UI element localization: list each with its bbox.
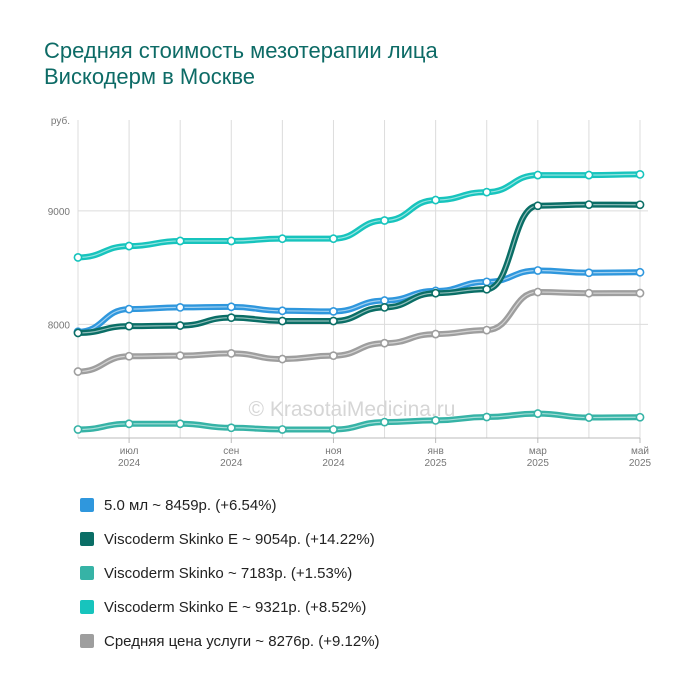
series-point xyxy=(124,321,134,331)
series-point xyxy=(635,288,645,298)
x-tick-label-year: 2025 xyxy=(629,458,652,469)
legend-item[interactable]: Средняя цена услуги ~ 8276р. (+9.12%) xyxy=(80,624,380,658)
series-point xyxy=(329,306,338,316)
series-point xyxy=(431,195,441,205)
series-line-highlight xyxy=(77,412,641,431)
series-point xyxy=(124,241,134,251)
series-point xyxy=(226,423,236,433)
series-point xyxy=(482,187,492,197)
y-tick-label: 9000 xyxy=(48,207,71,218)
x-tick-label-month: май xyxy=(631,446,649,457)
series-point xyxy=(533,287,543,297)
series-line xyxy=(75,267,643,335)
series-point xyxy=(124,419,134,429)
chart-legend: 5.0 мл ~ 8459р. (+6.54%) Viscoderm Skink… xyxy=(80,488,380,658)
series-point xyxy=(277,316,287,326)
series-point xyxy=(584,268,594,278)
series-point xyxy=(584,413,594,422)
y-unit-label: руб. xyxy=(51,115,70,127)
series-point xyxy=(635,267,645,277)
series-line-highlight xyxy=(77,269,641,333)
series-point xyxy=(380,302,389,312)
series-point xyxy=(73,425,83,434)
series-point xyxy=(380,417,389,427)
series-point xyxy=(175,351,185,361)
series-point xyxy=(482,412,492,422)
chart-title: Средняя стоимость мезотерапии лица Виско… xyxy=(44,38,664,90)
series-point xyxy=(226,348,236,358)
line-chart: 80009000руб.июл2024сен2024ноя2024янв2025… xyxy=(48,115,652,469)
series-point xyxy=(226,302,236,312)
legend-swatch xyxy=(80,634,94,648)
series-point xyxy=(482,325,492,335)
legend-swatch xyxy=(80,600,94,614)
legend-label: Viscoderm Skinko E ~ 9321р. (+8.52%) xyxy=(104,598,367,616)
series-point xyxy=(533,266,543,275)
series-point xyxy=(431,288,441,298)
legend-swatch xyxy=(80,498,94,512)
series-point xyxy=(73,253,83,262)
series-point xyxy=(175,302,185,312)
legend-label: Viscoderm Skinko E ~ 9054р. (+14.22%) xyxy=(104,530,375,548)
series-point xyxy=(277,306,287,316)
series-point xyxy=(635,170,645,179)
series-point xyxy=(482,277,492,287)
series-point xyxy=(73,328,83,338)
x-tick-label-month: янв xyxy=(428,446,444,457)
series-point xyxy=(431,415,441,425)
x-tick-label-month: июл xyxy=(120,446,139,457)
legend-item[interactable]: Viscoderm Skinko ~ 7183р. (+1.53%) xyxy=(80,556,380,590)
series-point xyxy=(584,170,594,180)
series-point xyxy=(226,313,236,323)
series-point xyxy=(533,201,543,211)
legend-label: Средняя цена услуги ~ 8276р. (+9.12%) xyxy=(104,632,380,650)
legend-item[interactable]: Viscoderm Skinko E ~ 9321р. (+8.52%) xyxy=(80,590,380,624)
y-tick-label: 8000 xyxy=(48,320,71,331)
series-point xyxy=(635,412,645,422)
series-point xyxy=(380,216,389,225)
x-tick-label-month: сен xyxy=(223,446,239,457)
series-point xyxy=(329,316,338,326)
series-line xyxy=(75,171,643,261)
x-tick-label-year: 2025 xyxy=(425,458,448,469)
series-point xyxy=(431,329,441,339)
series-point xyxy=(175,321,185,330)
watermark: © KrasotaiMedicina.ru xyxy=(249,398,456,421)
x-tick-label-year: 2025 xyxy=(527,458,550,469)
x-tick-label-month: мар xyxy=(529,446,547,457)
legend-swatch xyxy=(80,566,94,580)
x-tick-label-year: 2024 xyxy=(220,458,243,469)
series-point xyxy=(277,425,287,434)
series-point xyxy=(533,170,543,180)
series-point xyxy=(124,304,134,314)
series-point xyxy=(124,351,134,361)
x-tick-label-year: 2024 xyxy=(322,458,345,469)
chart-title-line-1: Средняя стоимость мезотерапии лица xyxy=(44,38,438,63)
x-tick-label-year: 2024 xyxy=(118,458,141,469)
chart-title-line-2: Вискодерм в Москве xyxy=(44,64,256,89)
series-point xyxy=(277,234,287,244)
series-point xyxy=(329,425,338,434)
series-point xyxy=(329,234,338,244)
series-point xyxy=(175,236,185,246)
series-point xyxy=(380,338,389,348)
legend-label: Viscoderm Skinko ~ 7183р. (+1.53%) xyxy=(104,564,353,582)
series-point xyxy=(329,351,338,361)
series-point xyxy=(533,409,543,418)
series-point xyxy=(277,354,287,364)
series-point xyxy=(635,200,645,210)
legend-label: 5.0 мл ~ 8459р. (+6.54%) xyxy=(104,496,277,514)
series-point xyxy=(482,284,492,294)
series-point xyxy=(584,200,594,210)
series-point xyxy=(175,419,185,429)
series-point xyxy=(584,288,594,298)
legend-item[interactable]: 5.0 мл ~ 8459р. (+6.54%) xyxy=(80,488,380,522)
series-point xyxy=(73,367,83,376)
x-tick-label-month: ноя xyxy=(325,446,342,457)
legend-item[interactable]: Viscoderm Skinko E ~ 9054р. (+14.22%) xyxy=(80,522,380,556)
legend-swatch xyxy=(80,532,94,546)
series-point xyxy=(226,236,236,246)
